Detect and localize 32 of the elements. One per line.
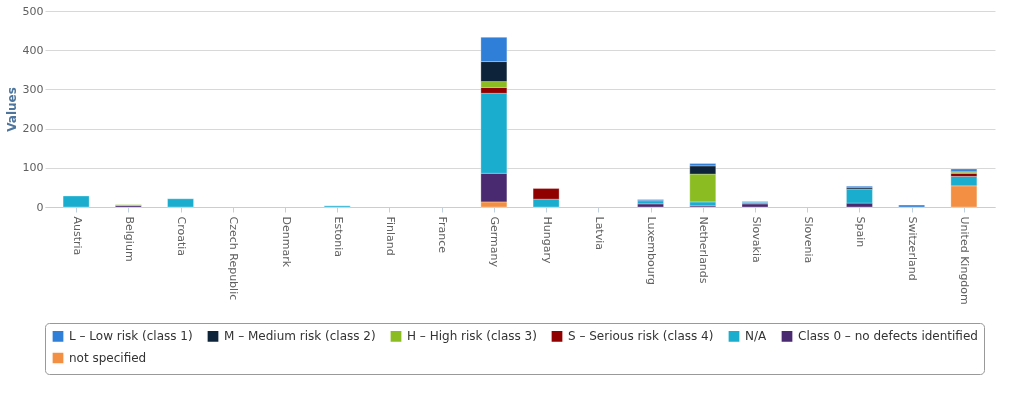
legend-label: S – Serious risk (class 4) xyxy=(568,329,714,344)
y-tick-label: 0 xyxy=(36,200,44,214)
x-tick-label: Denmark xyxy=(279,216,293,268)
x-tick-label: Slovenia xyxy=(801,216,815,264)
x-tick-label: Germany xyxy=(488,216,502,268)
x-tick-label: Czech Republic xyxy=(227,216,241,301)
legend-label: H – High risk (class 3) xyxy=(407,329,537,344)
legend-label: L – Low risk (class 1) xyxy=(69,329,193,344)
y-axis-title: Values xyxy=(4,87,19,132)
x-tick-label: Belgium xyxy=(122,216,136,262)
x-tick-label: Croatia xyxy=(175,216,189,257)
x-tick-label: Finland xyxy=(383,216,397,256)
x-tick-label: United Kingdom xyxy=(958,216,972,305)
x-tick-label: Luxembourg xyxy=(645,216,659,286)
legend-label: not specified xyxy=(69,351,147,365)
x-tick-label: Hungary xyxy=(540,216,554,264)
x-tick-label: France xyxy=(436,216,450,254)
x-tick-label: Spain xyxy=(853,216,867,248)
x-tick-label: Switzerland xyxy=(906,216,920,281)
y-tick-label: 200 xyxy=(22,122,44,136)
x-tick-label: Latvia xyxy=(592,216,606,250)
y-tick-label: 500 xyxy=(22,4,44,18)
legend-label: N/A xyxy=(745,329,768,344)
x-tick-label: Estonia xyxy=(331,216,345,257)
legend-label: Class 0 – no defects identified xyxy=(798,329,978,344)
x-tick-label: Austria xyxy=(70,216,84,256)
x-tick-label: Slovakia xyxy=(749,216,763,263)
x-tick-label: Netherlands xyxy=(697,216,711,284)
y-tick-label: 100 xyxy=(22,161,44,175)
legend-label: M – Medium risk (class 2) xyxy=(224,329,376,344)
y-tick-label: 400 xyxy=(22,43,44,57)
y-tick-label: 300 xyxy=(22,82,44,96)
